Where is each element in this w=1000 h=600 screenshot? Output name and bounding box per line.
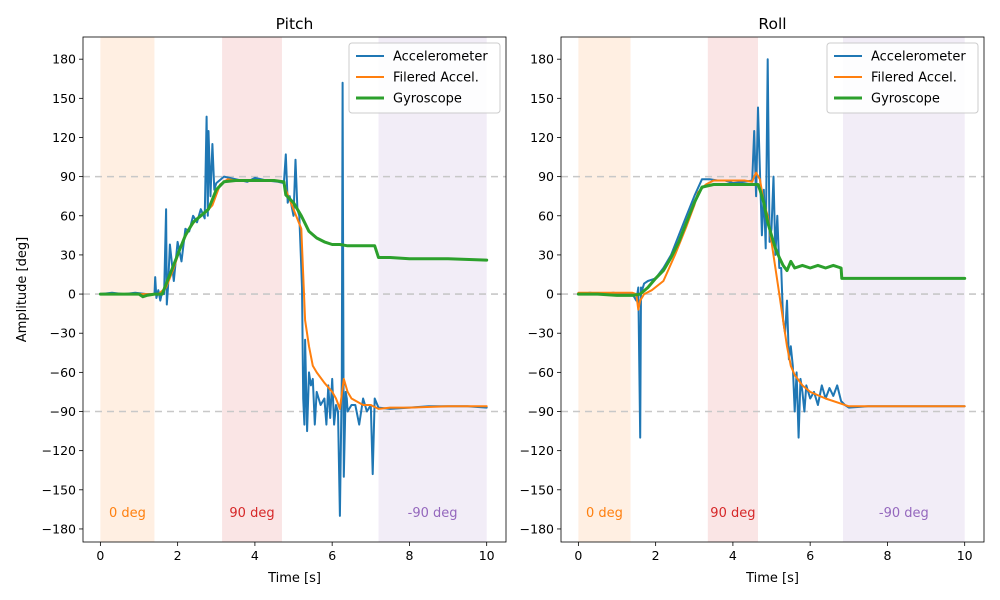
y-tick-label: −180: [520, 521, 554, 536]
gyroscope-series-line: [98, 179, 489, 299]
x-tick-label: 4: [729, 548, 737, 563]
roll-chart: 0 deg 90 deg -90 deg 0 2 4 6 8 10 180 150 120 90 60 30…: [520, 15, 985, 586]
legend-entry-gyroscope: Gyroscope: [393, 92, 462, 107]
x-tick-label: 0: [96, 548, 104, 563]
legend: Accelerometer Filered Accel. Gyroscope: [348, 42, 501, 114]
y-tick-label: 30: [538, 247, 554, 262]
region-label: -90 deg: [879, 506, 929, 521]
region-0-deg-band: [578, 37, 631, 542]
y-tick-label: −120: [42, 443, 76, 458]
y-tick-label: 60: [60, 208, 76, 223]
y-tick-label: 90: [60, 169, 76, 184]
x-tick-label: 2: [652, 548, 660, 563]
y-tick-label: −30: [528, 326, 554, 341]
x-tick-label: 8: [405, 548, 413, 563]
region-label: 90 deg: [229, 506, 274, 521]
legend-box: [348, 42, 501, 114]
y-tick-label: −30: [50, 326, 76, 341]
y-tick-label: 0: [68, 287, 76, 302]
region-90-deg-band: [378, 37, 487, 542]
x-tick-label: 10: [957, 548, 973, 563]
legend-entry-accelerometer: Accelerometer: [871, 50, 966, 65]
y-tick-label: −90: [528, 404, 554, 419]
y-axis-label: Amplitude [deg]: [15, 237, 30, 342]
y-tick-label: 180: [52, 52, 76, 67]
accelerometer-series-line: [99, 81, 488, 517]
y-tick-label: −60: [528, 365, 554, 380]
region-label: -90 deg: [408, 506, 458, 521]
region-90-deg-band: [707, 37, 759, 542]
y-tick-label: −90: [50, 404, 76, 419]
x-axis-label: Time [s]: [745, 571, 799, 586]
y-tick-label: −120: [520, 443, 554, 458]
y-tick-label: 180: [530, 52, 554, 67]
region-90-deg-band: [843, 37, 965, 542]
legend-entry-gyroscope: Gyroscope: [871, 92, 940, 107]
x-tick-label: 4: [251, 548, 259, 563]
y-tick-label: 60: [538, 208, 554, 223]
x-axis-label: Time [s]: [267, 571, 321, 586]
legend-box: [826, 42, 979, 114]
pitch-chart: 0 deg 90 deg -90 deg 0 2 4 6 8 10 180 150 120 90 60 30…: [15, 15, 507, 586]
y-tick-label: −150: [520, 482, 554, 497]
y-tick-label: 120: [530, 130, 554, 145]
chart-title: Pitch: [276, 15, 314, 33]
x-tick-label: 2: [174, 548, 182, 563]
region-label: 0 deg: [109, 506, 146, 521]
legend: Accelerometer Filered Accel. Gyroscope: [826, 42, 979, 114]
region-label: 90 deg: [710, 506, 755, 521]
y-tick-label: 150: [530, 91, 554, 106]
x-tick-label: 6: [328, 548, 336, 563]
legend-entry-filered-accel: Filered Accel.: [871, 71, 957, 86]
region-90-deg-band: [222, 37, 282, 542]
y-tick-label: −180: [42, 521, 76, 536]
accelerometer-series-line: [577, 58, 966, 439]
y-tick-label: 30: [60, 247, 76, 262]
chart-title: Roll: [758, 15, 786, 33]
y-tick-label: 150: [52, 91, 76, 106]
y-tick-label: 90: [538, 169, 554, 184]
gyroscope-series-line: [576, 183, 967, 297]
plot-area-frame: [560, 36, 985, 543]
y-tick-label: −150: [42, 482, 76, 497]
y-tick-label: 120: [52, 130, 76, 145]
filered-accel-series-line: [577, 171, 966, 408]
x-tick-label: 8: [883, 548, 891, 563]
legend-entry-accelerometer: Accelerometer: [393, 50, 488, 65]
x-tick-label: 6: [806, 548, 814, 563]
region-0-deg-band: [100, 37, 155, 542]
y-tick-label: 0: [546, 287, 554, 302]
legend-entry-filered-accel: Filered Accel.: [393, 71, 479, 86]
x-tick-label: 0: [574, 548, 582, 563]
y-tick-label: −60: [50, 365, 76, 380]
plot-area-frame: [82, 36, 507, 543]
region-label: 0 deg: [586, 506, 623, 521]
x-tick-label: 10: [479, 548, 495, 563]
